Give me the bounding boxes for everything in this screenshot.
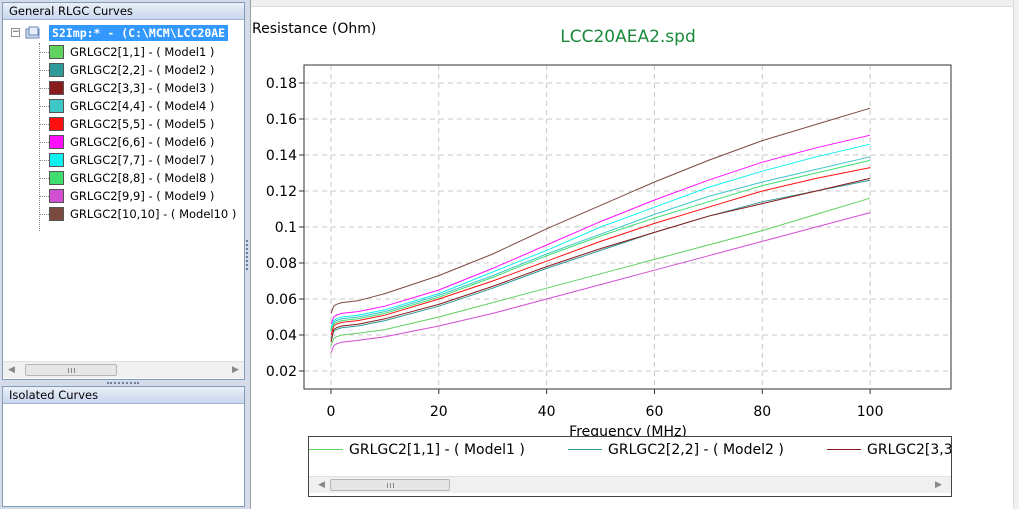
chart-pane-top-border xyxy=(251,0,1019,7)
legend-entries: GRLGC2[1,1] - ( Model1 ) GRLGC2[2,2] - ( … xyxy=(309,440,952,462)
tree-connector xyxy=(39,142,49,143)
grid xyxy=(304,65,951,389)
x-tick-label: 20 xyxy=(430,404,448,420)
isolated-curves-panel-title: Isolated Curves xyxy=(3,387,244,404)
collapse-icon[interactable]: − xyxy=(11,27,20,37)
tree-item-label: GRLGC2[3,3] - ( Model3 ) xyxy=(70,81,215,95)
tree-item-label: GRLGC2[1,1] - ( Model1 ) xyxy=(70,45,215,59)
legend-horizontal-scrollbar[interactable]: ◀ ▶ xyxy=(309,476,951,493)
tree-item-label: GRLGC2[2,2] - ( Model2 ) xyxy=(70,63,215,77)
legend-line-icon xyxy=(568,449,602,450)
tree-item-label: GRLGC2[7,7] - ( Model7 ) xyxy=(70,153,215,167)
series-line xyxy=(330,197,871,346)
tree-item-label: GRLGC2[6,6] - ( Model6 ) xyxy=(70,135,215,149)
color-swatch-icon xyxy=(49,171,64,185)
y-tick-label: 0.04 xyxy=(266,328,297,344)
color-swatch-icon xyxy=(49,99,64,113)
splitter-grip-icon xyxy=(246,240,248,270)
tree-horizontal-scrollbar[interactable]: ◀ ▶ xyxy=(3,361,244,378)
y-tick-label: 0.14 xyxy=(266,148,297,164)
left-pane: General RLGC Curves − S2Imp:* - (C:\MCM\… xyxy=(0,0,246,509)
series-line xyxy=(330,143,871,328)
tree-item-label: GRLGC2[10,10] - ( Model10 ) xyxy=(70,207,237,221)
series-line xyxy=(330,212,871,354)
splitter-grip-icon xyxy=(107,382,139,384)
color-swatch-icon xyxy=(49,135,64,149)
scroll-right-icon[interactable]: ▶ xyxy=(935,480,942,490)
y-tick-label: 0.12 xyxy=(266,184,297,200)
tree-connector xyxy=(39,70,49,71)
database-icon xyxy=(25,26,40,39)
color-swatch-icon xyxy=(49,117,64,131)
x-tick-label: 0 xyxy=(326,404,335,420)
scroll-left-icon[interactable]: ◀ xyxy=(318,480,325,490)
x-tick-label: 40 xyxy=(538,404,556,420)
series-line xyxy=(330,159,871,330)
grip-icon xyxy=(387,483,394,488)
scroll-left-icon[interactable]: ◀ xyxy=(8,365,15,375)
resistance-chart: LCC20AEA2.spd Resistance (Ohm) Frequency… xyxy=(252,21,952,436)
tree-connector xyxy=(39,88,49,89)
color-swatch-icon xyxy=(49,45,64,59)
tree-connector xyxy=(39,178,49,179)
x-tick-label: 80 xyxy=(753,404,771,420)
x-axis-label: Frequency (MHz) xyxy=(569,424,687,436)
legend: GRLGC2[1,1] - ( Model1 ) GRLGC2[2,2] - ( … xyxy=(308,436,952,497)
legend-line-icon xyxy=(827,449,861,450)
tree-connector xyxy=(39,160,49,161)
tree-connector xyxy=(39,52,49,53)
tree-connector xyxy=(39,196,49,197)
axis-ticks: 0 20 40 60 80 100 0.02 0.04 0.06 0.08 0.1 0.12 0.14 0… xyxy=(266,76,884,420)
chart-pane-right-border xyxy=(1013,0,1019,509)
vertical-splitter[interactable] xyxy=(245,0,250,509)
y-axis-label: Resistance (Ohm) xyxy=(252,21,376,37)
tree-item-label: GRLGC2[9,9] - ( Model9 ) xyxy=(70,189,215,203)
series-line xyxy=(330,167,871,336)
x-tick-label: 60 xyxy=(646,404,664,420)
color-swatch-icon xyxy=(49,81,64,95)
rlgc-curves-panel-title: General RLGC Curves xyxy=(3,3,244,20)
y-tick-label: 0.02 xyxy=(266,364,297,380)
color-swatch-icon xyxy=(49,153,64,167)
series-line xyxy=(330,179,871,339)
series-line xyxy=(330,134,871,325)
tree-connector xyxy=(39,43,40,231)
tree-connector xyxy=(39,214,49,215)
chart-pane: LCC20AEA2.spd Resistance (Ohm) Frequency… xyxy=(250,0,1019,509)
y-tick-label: 0.06 xyxy=(266,292,297,308)
legend-line-icon xyxy=(309,449,343,450)
series-line xyxy=(330,156,871,332)
chart-title: LCC20AEA2.spd xyxy=(560,27,696,47)
tree-connector xyxy=(39,124,49,125)
legend-entry-label: GRLGC2[3,3 xyxy=(867,442,952,458)
x-tick-label: 100 xyxy=(857,404,884,420)
series-line xyxy=(330,107,871,314)
horizontal-splitter[interactable] xyxy=(2,380,245,386)
tree-root-label[interactable]: S2Imp:* - (C:\MCM\LCC20AE xyxy=(49,25,229,41)
tree-item-label: GRLGC2[4,4] - ( Model4 ) xyxy=(70,99,215,113)
tree-connector xyxy=(39,106,49,107)
y-tick-label: 0.08 xyxy=(266,256,297,272)
color-swatch-icon xyxy=(49,189,64,203)
series-line xyxy=(330,177,871,343)
isolated-curves-panel: Isolated Curves xyxy=(2,386,245,507)
scroll-thumb[interactable] xyxy=(330,479,450,491)
legend-entry-label: GRLGC2[1,1] - ( Model1 ) xyxy=(349,442,525,458)
color-swatch-icon xyxy=(49,63,64,77)
y-tick-label: 0.18 xyxy=(266,76,297,92)
tree-item-label: GRLGC2[5,5] - ( Model5 ) xyxy=(70,117,215,131)
tree-item-label: GRLGC2[8,8] - ( Model8 ) xyxy=(70,171,215,185)
y-tick-label: 0.16 xyxy=(266,112,297,128)
y-tick-label: 0.1 xyxy=(275,220,297,236)
color-swatch-icon xyxy=(49,207,64,221)
rlgc-curves-panel: General RLGC Curves − S2Imp:* - (C:\MCM\… xyxy=(2,2,245,380)
legend-entry-label: GRLGC2[2,2] - ( Model2 ) xyxy=(608,442,784,458)
series-lines xyxy=(330,107,871,354)
scroll-right-icon[interactable]: ▶ xyxy=(232,365,239,375)
scroll-thumb[interactable] xyxy=(25,364,117,376)
curves-tree: − S2Imp:* - (C:\MCM\LCC20AE GRLGC2[1,1] … xyxy=(3,21,244,359)
grip-icon xyxy=(68,368,75,373)
